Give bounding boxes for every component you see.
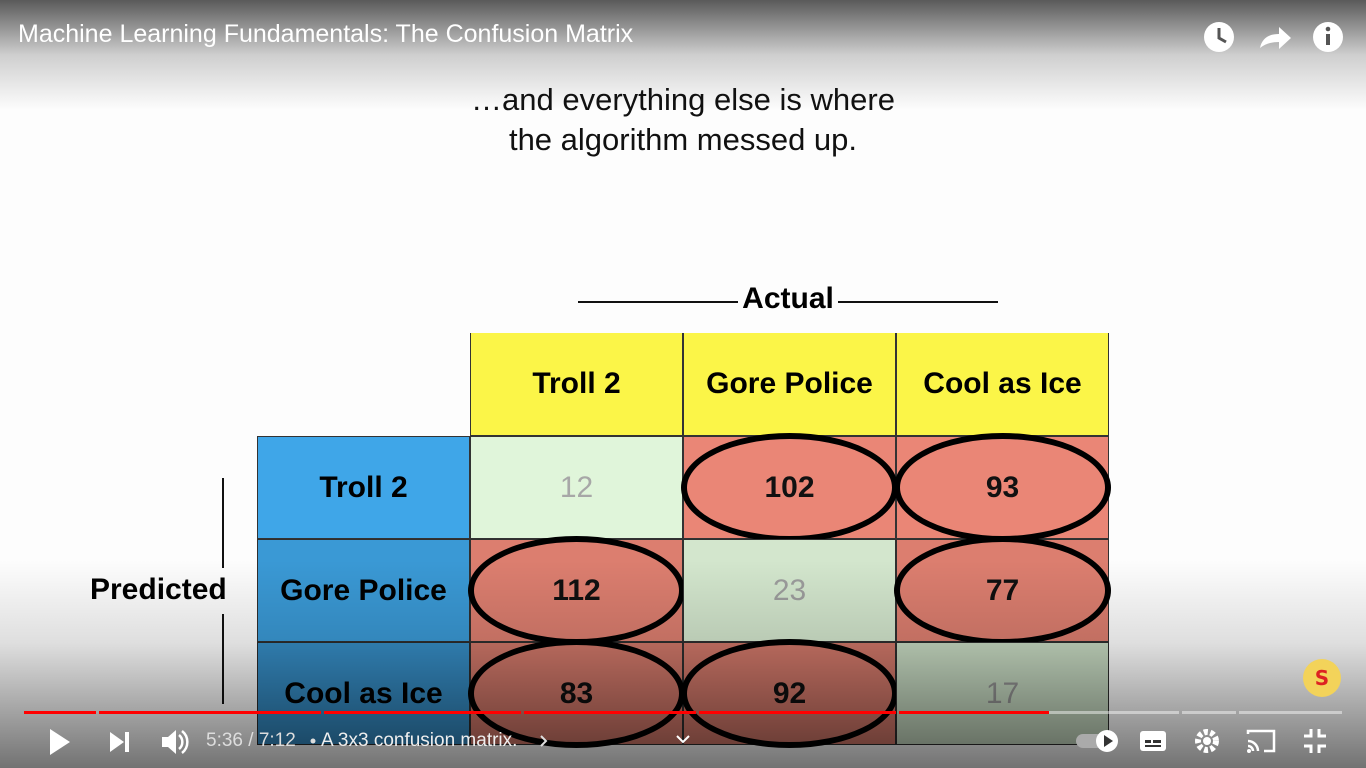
axis-line <box>222 478 224 568</box>
info-button[interactable] <box>1313 22 1343 52</box>
chapter-chevron[interactable] <box>540 735 548 747</box>
play-button[interactable] <box>50 729 70 755</box>
error-circle <box>894 536 1111 645</box>
correct-cell: 12 <box>470 436 683 539</box>
share-button[interactable] <box>1260 27 1291 49</box>
slide-caption: the algorithm messed up. <box>508 122 858 157</box>
progress-played[interactable] <box>99 711 321 714</box>
column-header: Troll 2 <box>470 333 683 436</box>
exit-fullscreen-button[interactable] <box>1304 729 1326 753</box>
progress-remaining[interactable] <box>1239 711 1342 714</box>
autoplay-toggle[interactable] <box>1076 730 1118 752</box>
column-header: Gore Police <box>683 333 896 436</box>
svg-text:S: S <box>1315 666 1329 690</box>
error-circle <box>681 433 898 542</box>
next-button[interactable] <box>110 732 129 752</box>
chapter-title[interactable]: A 3x3 confusion matrix. <box>321 730 518 751</box>
subtitles-button[interactable] <box>1140 731 1166 751</box>
expand-button[interactable] <box>676 735 690 744</box>
progress-remaining[interactable] <box>1049 711 1179 714</box>
error-circle <box>894 433 1111 542</box>
column-axis-label: Actual <box>578 282 998 316</box>
correct-cell: 23 <box>683 539 896 642</box>
watch-later-button[interactable] <box>1204 22 1234 52</box>
volume-button[interactable] <box>162 730 189 754</box>
slide-caption: …and everything else is where <box>471 82 895 117</box>
progress-remaining[interactable] <box>1182 711 1236 714</box>
axis-line <box>222 614 224 704</box>
progress-played[interactable] <box>24 711 96 714</box>
separator-dot <box>310 738 316 744</box>
bottom-controls <box>50 729 1326 755</box>
row-axis-label: Predicted <box>90 573 227 607</box>
column-header: Cool as Ice <box>896 333 1109 436</box>
column-axis-text: Actual <box>738 282 838 315</box>
top-controls <box>1204 22 1343 52</box>
row-header: Troll 2 <box>257 436 470 539</box>
progress-played[interactable] <box>324 711 521 714</box>
cast-button[interactable] <box>1246 729 1276 753</box>
progress-played[interactable] <box>899 711 1049 714</box>
channel-watermark[interactable]: S <box>1300 656 1344 700</box>
video-title[interactable]: Machine Learning Fundamentals: The Confu… <box>18 20 634 48</box>
row-header: Gore Police <box>257 539 470 642</box>
error-circle <box>468 536 685 645</box>
top-gradient <box>0 0 1366 110</box>
progress-played[interactable] <box>524 711 696 714</box>
time-display: 5:36 / 7:12 <box>206 730 296 751</box>
settings-button[interactable] <box>1195 729 1219 753</box>
progress-played[interactable] <box>699 711 896 714</box>
